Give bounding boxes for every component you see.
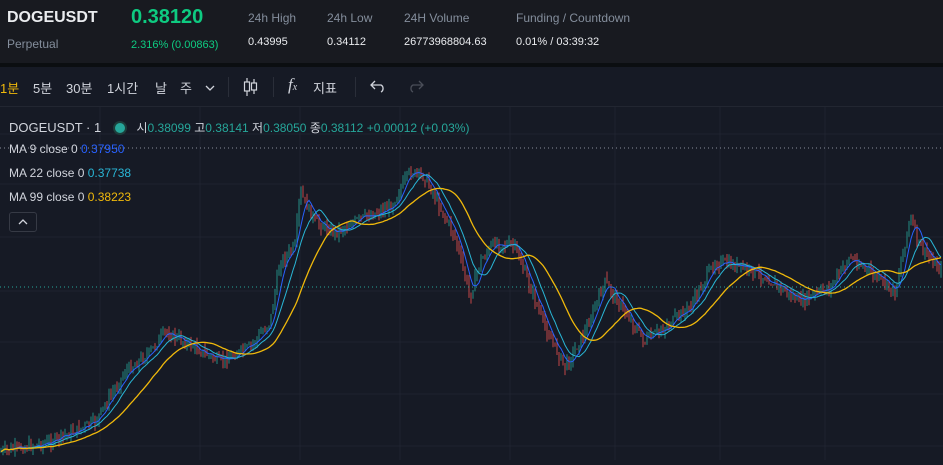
open-label: 시 (136, 121, 148, 135)
close-value: 0.38112 (320, 121, 364, 135)
interval-5m-button[interactable]: 5분 (33, 81, 53, 96)
redo-icon[interactable] (408, 79, 424, 96)
toolbar-divider (228, 77, 229, 97)
change-value: +0.00012 (+0.03%) (366, 121, 470, 135)
function-icon[interactable]: fx (288, 75, 298, 94)
stat-value: 0.01% / 03:39:32 (516, 36, 600, 48)
close-label: 종 (309, 121, 321, 135)
stat-label: 24h High (248, 11, 297, 25)
stat-label: Funding / Countdown (516, 11, 631, 25)
stat-24h-high: 24h High 0.43995 (248, 11, 296, 48)
interval-1h-button[interactable]: 1시간 (107, 81, 139, 96)
stat-24h-low: 24h Low 0.34112 (327, 11, 372, 48)
toolbar-divider (355, 77, 356, 97)
ma-label: MA 22 close 0 (9, 166, 85, 180)
chart-legend-ohlc: DOGEUSDT · 1 시0.38099 고0.38141 저0.38050 … (9, 119, 469, 136)
interval-30m-button[interactable]: 30분 (66, 81, 93, 96)
candlestick-chart[interactable] (0, 107, 943, 460)
interval-day-button[interactable]: 날 (155, 81, 167, 96)
stat-label: 24h Low (327, 11, 373, 25)
indicators-button[interactable]: 지표 (313, 81, 337, 96)
stat-label: 24H Volume (404, 11, 470, 25)
stat-24h-volume: 24H Volume 26773968804.63 (404, 11, 487, 48)
low-value: 0.38050 (263, 121, 307, 135)
header-divider (0, 63, 943, 67)
chart-toolbar: 1분 5분 30분 1시간 날 주 fx 지표 (0, 67, 943, 107)
stat-value: 0.43995 (248, 36, 288, 48)
chevron-up-icon (18, 219, 28, 225)
toolbar-divider (273, 77, 274, 97)
open-value: 0.38099 (147, 121, 191, 135)
ma99-legend: MA 99 close 0 0.38223 (9, 190, 131, 204)
symbol-name[interactable]: DOGEUSDT (7, 9, 98, 26)
ma-value: 0.37738 (87, 166, 132, 180)
high-value: 0.38141 (205, 121, 249, 135)
high-label: 고 (194, 121, 206, 135)
interval-1m-button[interactable]: 1분 (0, 81, 20, 96)
collapse-legend-button[interactable] (9, 212, 37, 232)
stat-value: 26773968804.63 (404, 36, 487, 48)
contract-type: Perpetual (7, 37, 59, 51)
live-dot-icon (114, 123, 125, 133)
ma-label: MA 9 close 0 (9, 142, 78, 156)
candlestick-icon[interactable] (242, 77, 259, 100)
interval-week-button[interactable]: 주 (180, 81, 192, 96)
low-label: 저 (252, 121, 264, 135)
ma-value: 0.38223 (87, 190, 132, 204)
undo-icon[interactable] (370, 79, 386, 96)
ma9-legend: MA 9 close 0 0.37950 (9, 142, 124, 156)
chevron-down-icon[interactable] (205, 80, 215, 95)
price-chart[interactable]: DOGEUSDT · 1 시0.38099 고0.38141 저0.38050 … (0, 107, 943, 460)
ma-label: MA 99 close 0 (9, 190, 85, 204)
last-price: 0.38120 (131, 6, 204, 28)
ma-value: 0.37950 (81, 142, 125, 156)
ma22-legend: MA 22 close 0 0.37738 (9, 166, 131, 180)
chart-symbol: DOGEUSDT · 1 (9, 120, 102, 135)
stat-value: 0.34112 (327, 36, 366, 48)
ticker-header: DOGEUSDT Perpetual 0.38120 2.316% (0.008… (0, 0, 943, 63)
price-change: 2.316% (0.00863) (131, 39, 219, 51)
stat-funding-countdown: Funding / Countdown 0.01% / 03:39:32 (516, 11, 630, 48)
